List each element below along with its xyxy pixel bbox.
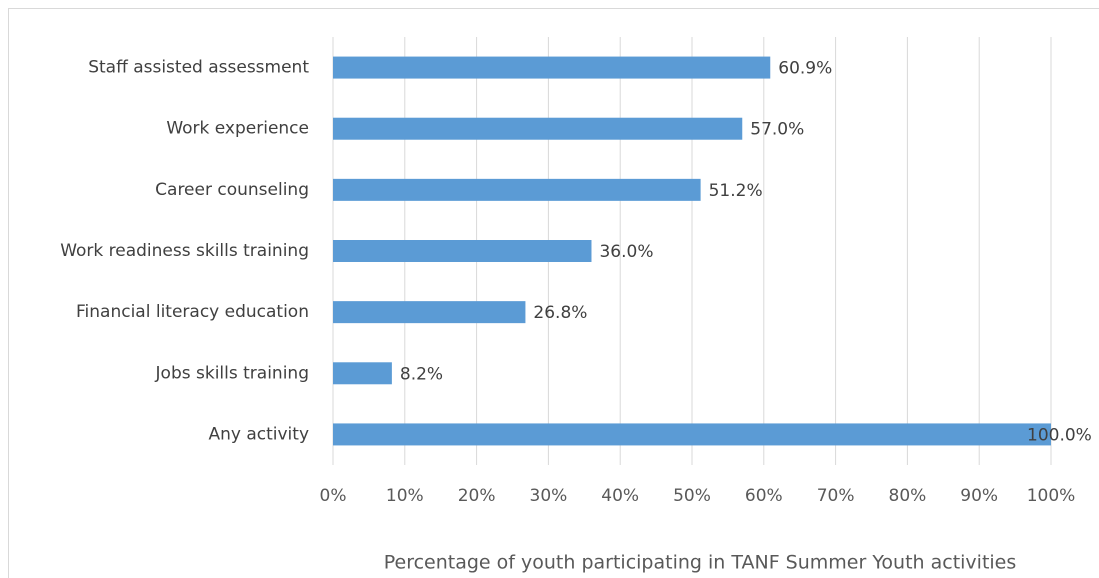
- x-tick-label: 40%: [601, 486, 639, 506]
- y-tick-label: Any activity: [208, 424, 309, 444]
- x-axis-title: Percentage of youth participating in TAN…: [384, 552, 1017, 574]
- y-tick-label: Staff assisted assessment: [88, 58, 309, 78]
- bar: [333, 423, 1051, 446]
- x-tick-label: 50%: [673, 486, 711, 506]
- data-label: 36.0%: [599, 242, 653, 262]
- data-label: 60.9%: [778, 59, 832, 79]
- chart-border: [8, 8, 1099, 578]
- y-tick-label: Work readiness skills training: [60, 241, 309, 261]
- x-tick-label: 30%: [530, 486, 568, 506]
- x-tick-label: 70%: [817, 486, 855, 506]
- y-tick-label: Jobs skills training: [155, 363, 309, 383]
- data-label: 57.0%: [750, 120, 804, 140]
- data-label: 51.2%: [709, 181, 763, 201]
- bar: [333, 362, 392, 385]
- x-tick-label: 80%: [889, 486, 927, 506]
- x-tick-label: 20%: [458, 486, 496, 506]
- y-tick-label: Career counseling: [155, 180, 309, 200]
- y-tick-label: Work experience: [166, 119, 309, 139]
- bar: [333, 240, 592, 262]
- bar: [333, 301, 526, 324]
- bar: [333, 117, 743, 140]
- y-tick-label: Financial literacy education: [76, 302, 309, 322]
- x-tick-label: 10%: [386, 486, 424, 506]
- data-label: 8.2%: [400, 364, 443, 384]
- data-label: 26.8%: [533, 303, 587, 323]
- data-label: 100.0%: [1027, 425, 1092, 445]
- x-tick-label: 90%: [960, 486, 998, 506]
- x-tick-label: 60%: [745, 486, 783, 506]
- x-tick-label: 100%: [1027, 486, 1076, 506]
- bar: [333, 178, 701, 201]
- x-tick-label: 0%: [320, 486, 347, 506]
- bar: [333, 56, 771, 79]
